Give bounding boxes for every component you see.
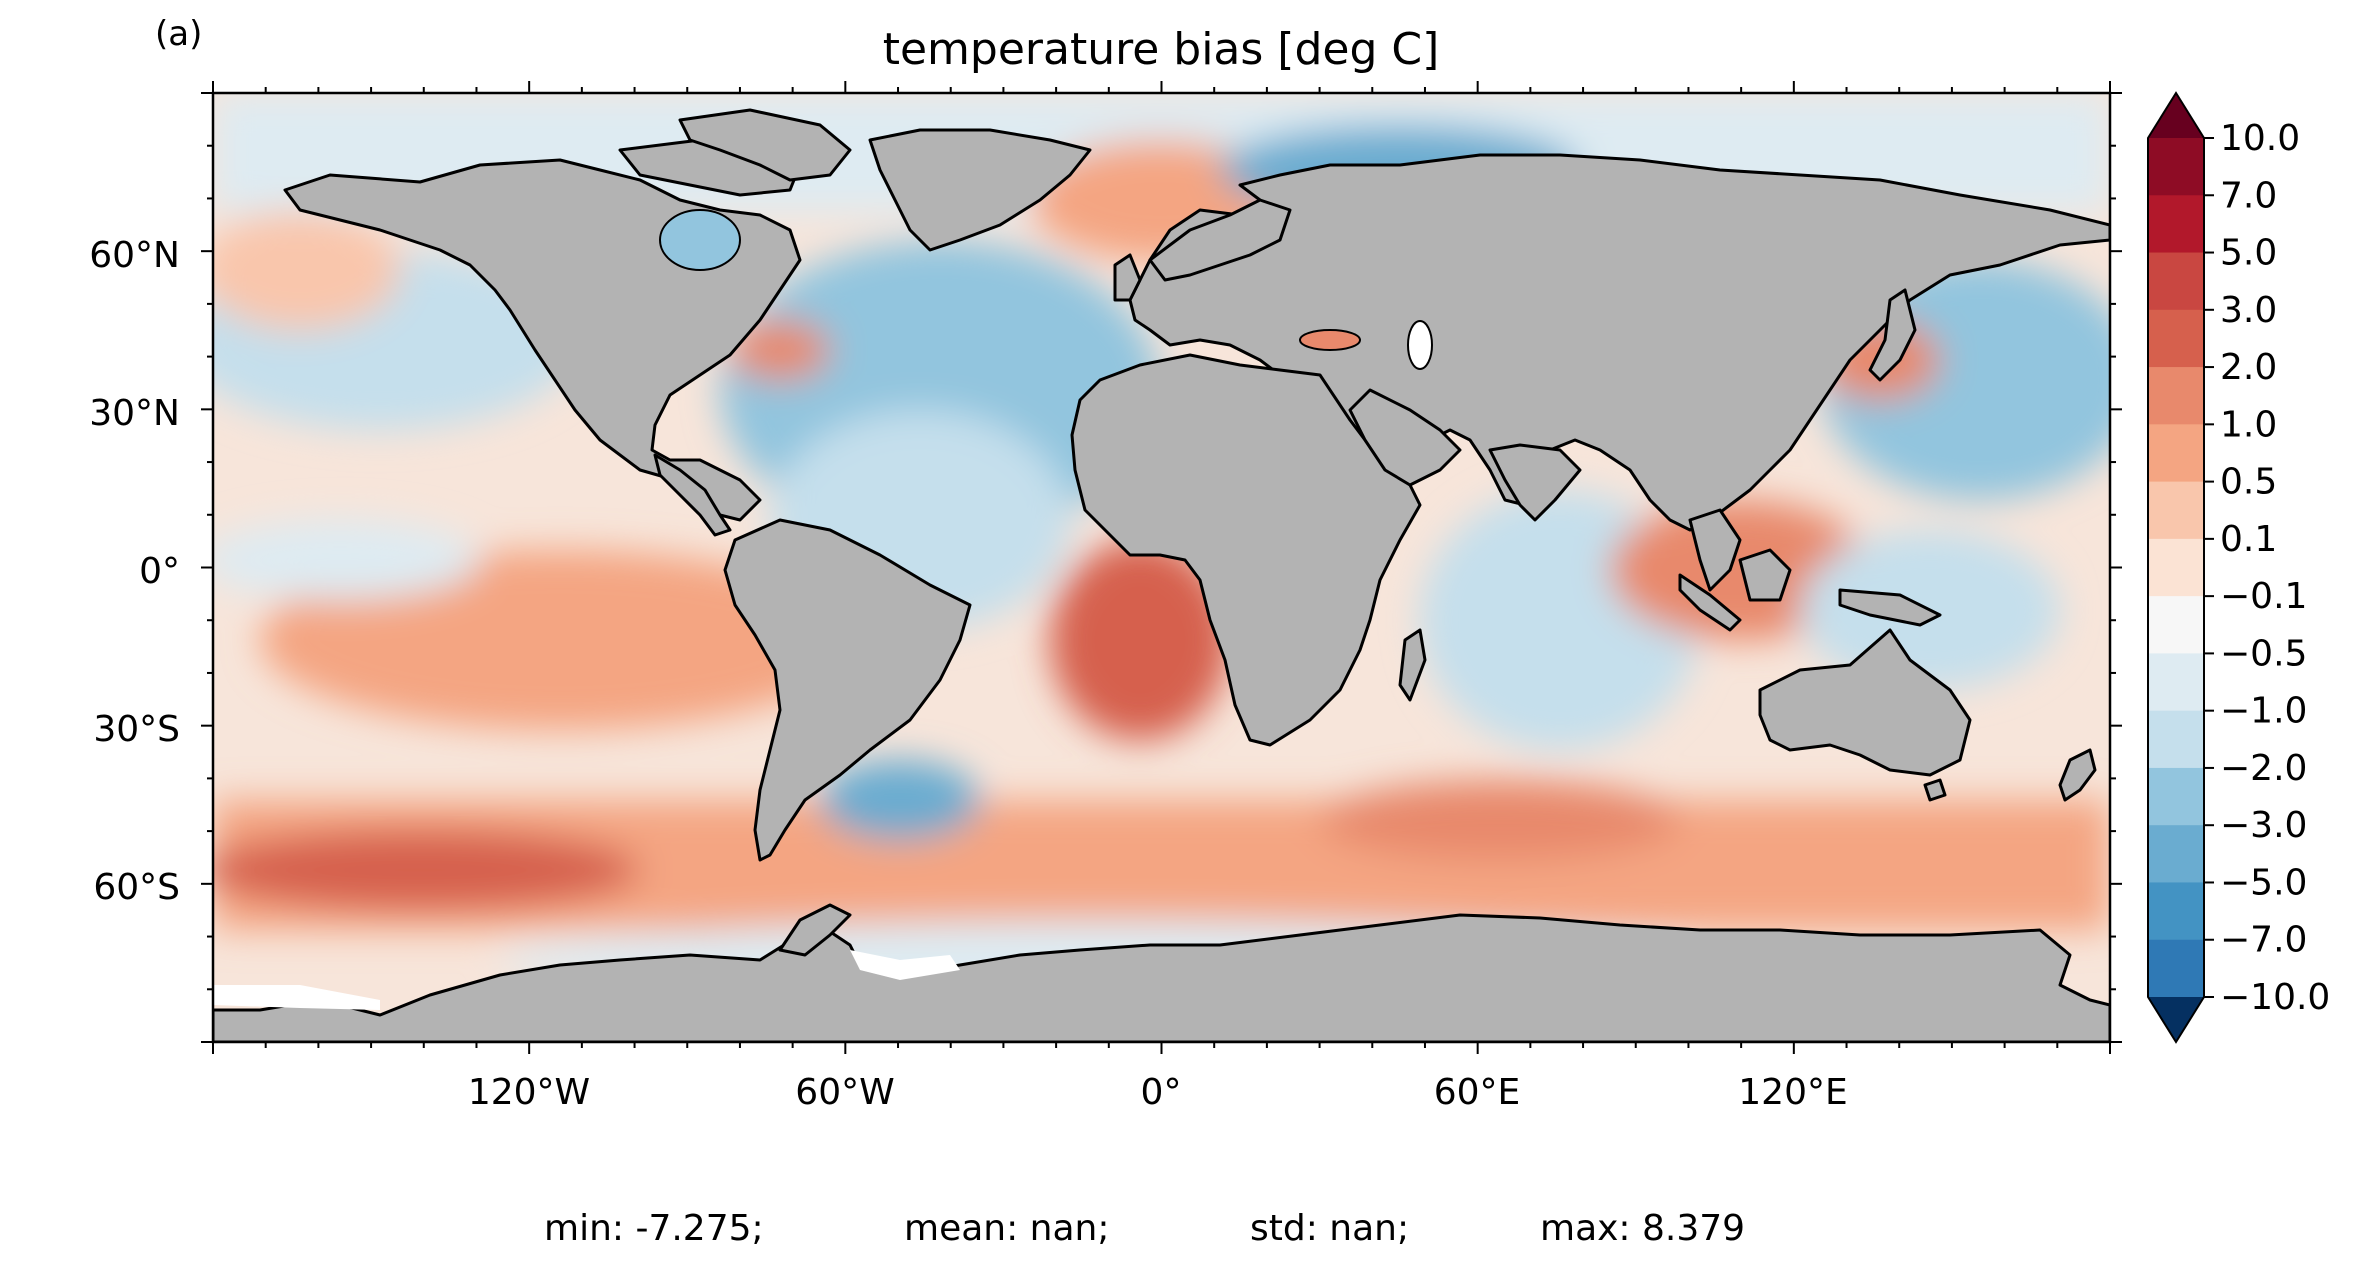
lon-tick-label: 60°W [795,1072,894,1113]
colorbar-band [2148,596,2204,654]
landmass-central-america [653,453,732,537]
colorbar-extend-min [2148,997,2204,1042]
panel-label: (a) [155,14,202,54]
lat-axis: 60°N 30°N 0° 30°S 60°S [89,235,180,908]
landmass-scandinavia [1148,198,1292,282]
colorbar-tick-label: 5.0 [2220,233,2277,274]
lat-tick-label: 30°S [93,709,180,750]
colorbar-tick-label: 0.1 [2220,519,2277,560]
ice-shelf-ross [213,985,380,1010]
bias-region-cpacific-cool [213,520,480,600]
lat-tick-label: 30°N [89,393,180,434]
bias-region-epacific-warm [260,550,860,730]
colorbar-band [2148,825,2204,883]
colorbar-tick-label: −10.0 [2220,977,2330,1018]
stat-std: std: nan; [1250,1208,1409,1249]
map-title: temperature bias [deg C] [883,24,1440,75]
lon-tick-label: 120°E [1738,1072,1847,1113]
landmass-arabia [1348,388,1462,487]
bias-region-npacific-warm [213,210,400,330]
colorbar-band [2148,252,2204,311]
colorbar-tick-label: −7.0 [2220,920,2307,961]
colorbar-band [2148,367,2204,425]
lon-tick-label: 0° [1141,1072,1182,1113]
colorbar-tick-label: 10.0 [2220,118,2300,159]
black-sea [1299,329,1361,351]
colorbar-band [2148,882,2204,941]
colorbar-band [2148,195,2204,254]
landmass-baffin [678,108,852,182]
colorbar-tick-label: 0.5 [2220,462,2277,503]
colorbar-band [2148,653,2204,712]
landmass-tasmania [1923,778,1947,802]
landmass-africa [1070,353,1422,747]
colorbar-band [2148,538,2204,597]
landmass-australia [1758,628,1972,777]
colorbar-tick-label: 7.0 [2220,175,2277,216]
landmass-antarctica [213,913,2110,1042]
ice-shelves [213,950,960,1010]
landmass-sumatra [1678,573,1742,632]
stat-max: max: 8.379 [1540,1208,1745,1249]
bias-region-spacific-warm [213,830,640,910]
bias-region-gulfstream-warm [730,320,830,380]
colorbar-band [2148,939,2204,998]
lat-tick-label: 60°S [93,867,180,908]
colorbar-tick-label: 1.0 [2220,404,2277,445]
landmass-antarctic-peninsula [778,903,852,957]
bias-region-satlantic-warm [1050,540,1230,740]
colorbar-tick-label: −5.0 [2220,862,2307,903]
landmass-new-zealand [2058,748,2097,802]
stat-min: min: -7.275; [544,1208,764,1249]
colorbar-band [2148,481,2204,540]
landmass-japan [1868,288,1917,382]
colorbar-tick-label: −0.5 [2220,633,2307,674]
lon-axis: 120°W 60°W 0° 60°E 120°E [468,1072,1848,1113]
colorbar-ticks: 10.0 7.0 5.0 3.0 2.0 1.0 0.5 0.1 −0.1 −0.5 −1.0 −2.… [2204,118,2330,1018]
bias-region-sindian-warm [1320,780,1680,860]
colorbar-band [2148,710,2204,769]
hudson-bay [659,209,741,271]
colorbar-tick-label: 3.0 [2220,290,2277,331]
landmass-uk [1113,253,1142,302]
landmass-south-america [723,518,972,862]
colorbar [2147,91,2205,1044]
landmass-southeast-asia [1688,508,1742,592]
ice-shelf-weddell [850,950,960,980]
bias-region-brazil-cool [820,760,980,840]
stats-footer: min: -7.275; mean: nan; std: nan; max: 8… [544,1208,1745,1249]
colorbar-band [2148,424,2204,483]
lat-tick-label: 60°N [89,235,180,276]
lon-tick-label: 120°W [468,1072,590,1113]
stat-mean: mean: nan; [904,1208,1110,1249]
colorbar-extend-max [2148,93,2204,138]
caspian-sea [1407,320,1433,370]
landmass-new-guinea [1838,588,1942,627]
landmass-borneo [1738,548,1792,602]
colorbar-tick-label: −2.0 [2220,748,2307,789]
landmass-india [1488,443,1582,522]
colorbar-tick-label: −1.0 [2220,691,2307,732]
colorbar-band [2148,309,2204,368]
colorbar-band [2148,138,2204,196]
colorbar-tick-label: 2.0 [2220,347,2277,388]
colorbar-tick-label: −3.0 [2220,805,2307,846]
inland-water [659,209,1433,370]
colorbar-tick-label: −0.1 [2220,576,2307,617]
lon-tick-label: 60°E [1434,1072,1521,1113]
landmass-greenland [868,128,1092,252]
lat-tick-label: 0° [139,551,180,592]
landmass-madagascar [1398,628,1427,702]
colorbar-band [2148,767,2204,826]
map-panel [213,93,2110,1042]
axis-ticks [201,81,2122,1054]
